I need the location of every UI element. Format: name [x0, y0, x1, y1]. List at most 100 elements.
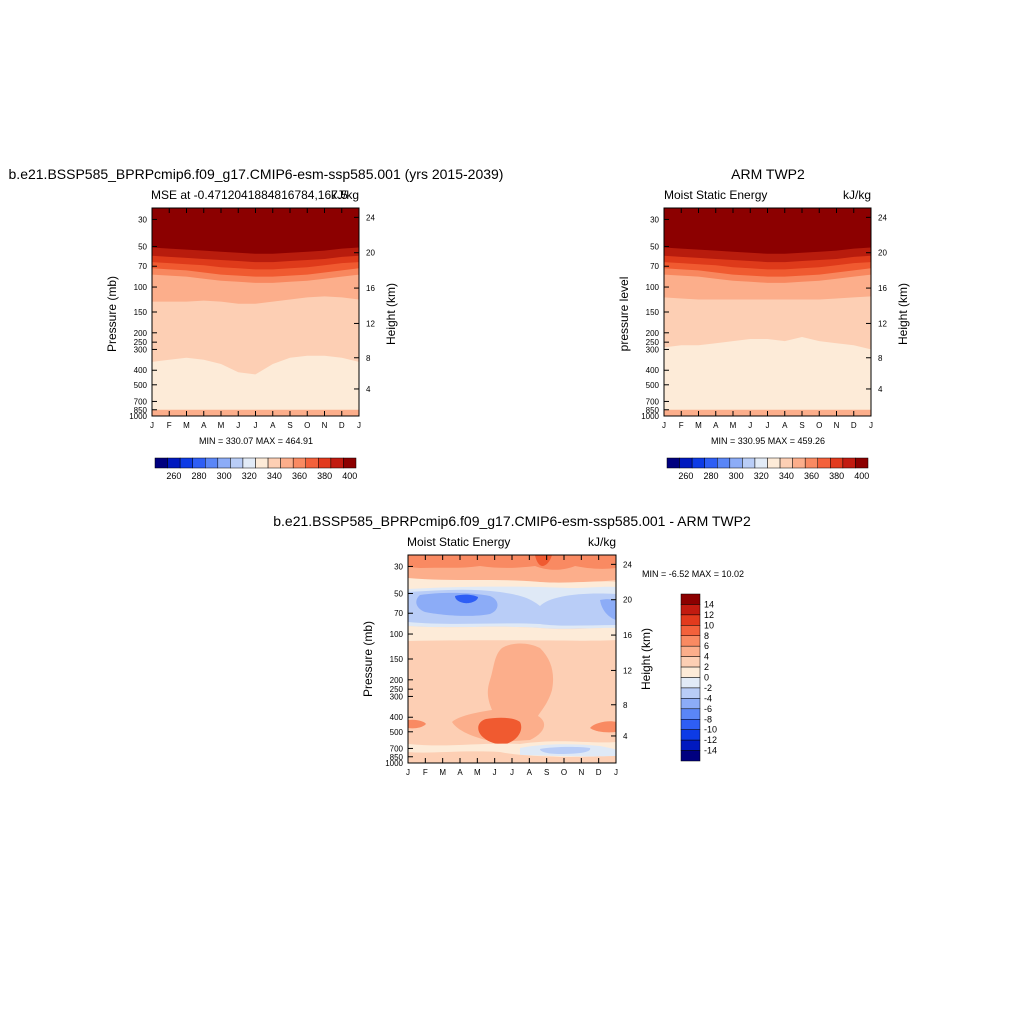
panel-diff-ylabel-right: Height (km) [639, 628, 653, 690]
colorbar-swatch [680, 698, 701, 710]
colorbar-label: 400 [342, 471, 357, 481]
colorbar-swatch [230, 457, 244, 469]
colorbar-swatch [742, 457, 756, 469]
y-tick-label: 250 [646, 338, 660, 347]
panel-obs-minmax: MIN = 330.95 MAX = 459.26 [711, 436, 825, 446]
y-right-tick-label: 4 [878, 385, 883, 394]
colorbar-swatch [680, 635, 701, 647]
y-tick-label: 30 [394, 562, 403, 571]
colorbar-swatch [680, 750, 701, 762]
colorbar-swatch [205, 457, 219, 469]
colorbar-swatch [343, 457, 357, 469]
colorbar-swatch [691, 457, 705, 469]
y-tick-label: 200 [390, 676, 404, 685]
colorbar-swatch [680, 739, 701, 751]
panel-obs-units: kJ/kg [843, 188, 871, 202]
colorbar-label: -14 [704, 746, 717, 756]
colorbar-label: 300 [729, 471, 744, 481]
x-tick-label: J [510, 768, 514, 777]
colorbar-swatch [817, 457, 831, 469]
colorbar-swatch [305, 457, 319, 469]
panel-model-plot-area [152, 208, 359, 416]
x-tick-label: M [183, 421, 190, 430]
colorbar-label: 6 [704, 641, 709, 651]
y-tick-label: 850 [646, 406, 660, 415]
colorbar-swatch [855, 457, 869, 469]
panel-obs-plot-area [664, 208, 871, 416]
colorbar-swatch [680, 677, 701, 689]
panel-diff: b.e21.BSSP585_BPRPcmip6.f09_g17.CMIP6-es… [273, 513, 751, 777]
colorbar-label: -6 [704, 704, 712, 714]
field-layer-7 [664, 337, 871, 416]
colorbar-swatch [217, 457, 231, 469]
panel-diff-subtitle: Moist Static Energy [407, 535, 510, 549]
field-layer-7 [152, 355, 359, 416]
colorbar-swatch [167, 457, 181, 469]
panel-diff-plot-area [408, 555, 616, 763]
colorbar-label: 340 [267, 471, 282, 481]
y-right-tick-label: 4 [623, 732, 628, 741]
panel-obs-subtitle: Moist Static Energy [664, 188, 767, 202]
y-tick-label: 400 [390, 713, 404, 722]
colorbar-swatch [242, 457, 256, 469]
x-tick-label: O [816, 421, 822, 430]
colorbar-label: 12 [704, 610, 714, 620]
y-tick-label: 50 [650, 242, 659, 251]
panel-diff-title: b.e21.BSSP585_BPRPcmip6.f09_g17.CMIP6-es… [273, 513, 751, 529]
x-tick-label: J [357, 421, 361, 430]
y-tick-label: 850 [390, 753, 404, 762]
colorbar-label: 8 [704, 631, 709, 641]
y-tick-label: 200 [134, 329, 148, 338]
panel-model-subtitle: MSE at -0.4712041884816784,167.5 [151, 188, 348, 202]
y-right-tick-label: 8 [878, 354, 883, 363]
y-tick-label: 70 [138, 262, 147, 271]
colorbar-swatch [679, 457, 693, 469]
colorbar-swatch [255, 457, 269, 469]
y-tick-label: 150 [390, 655, 404, 664]
diff-contour-plume-4to6 [452, 643, 554, 742]
y-right-tick-label: 8 [366, 354, 371, 363]
diff-contour-neg-right [600, 599, 616, 620]
colorbar-label: 280 [703, 471, 718, 481]
y-right-tick-label: 8 [623, 701, 628, 710]
x-tick-label: A [270, 421, 276, 430]
diff-contour-neg-6to-8 [455, 594, 478, 604]
colorbar-swatch [804, 457, 818, 469]
colorbar-label: -10 [704, 725, 717, 735]
colorbar-label: -4 [704, 693, 712, 703]
colorbar-label: 320 [242, 471, 257, 481]
x-tick-label: A [527, 768, 533, 777]
diff-contour-low-2to-4 [540, 746, 591, 754]
y-right-tick-label: 20 [878, 249, 887, 258]
colorbar-swatch [292, 457, 306, 469]
y-right-tick-label: 12 [878, 319, 887, 328]
x-tick-label: S [287, 421, 292, 430]
colorbar-swatch [680, 656, 701, 668]
x-tick-label: N [834, 421, 840, 430]
x-tick-label: J [150, 421, 154, 430]
x-tick-label: J [614, 768, 618, 777]
colorbar-label: 2 [704, 662, 709, 672]
y-tick-label: 250 [134, 338, 148, 347]
colorbar-swatch [680, 645, 701, 657]
y-tick-label: 400 [134, 366, 148, 375]
x-tick-label: O [561, 768, 567, 777]
colorbar-swatch [729, 457, 743, 469]
y-tick-label: 1000 [129, 412, 147, 421]
colorbar-label: 360 [804, 471, 819, 481]
y-right-tick-label: 12 [366, 319, 375, 328]
colorbar-label: 380 [317, 471, 332, 481]
y-right-tick-label: 20 [366, 249, 375, 258]
panel-model-units: kJ/kg [331, 188, 359, 202]
x-tick-label: D [596, 768, 602, 777]
y-tick-label: 100 [390, 630, 404, 639]
colorbar-swatch [154, 457, 168, 469]
y-tick-label: 500 [390, 728, 404, 737]
x-tick-label: J [766, 421, 770, 430]
y-tick-label: 30 [650, 215, 659, 224]
x-tick-label: J [236, 421, 240, 430]
y-tick-label: 30 [138, 215, 147, 224]
